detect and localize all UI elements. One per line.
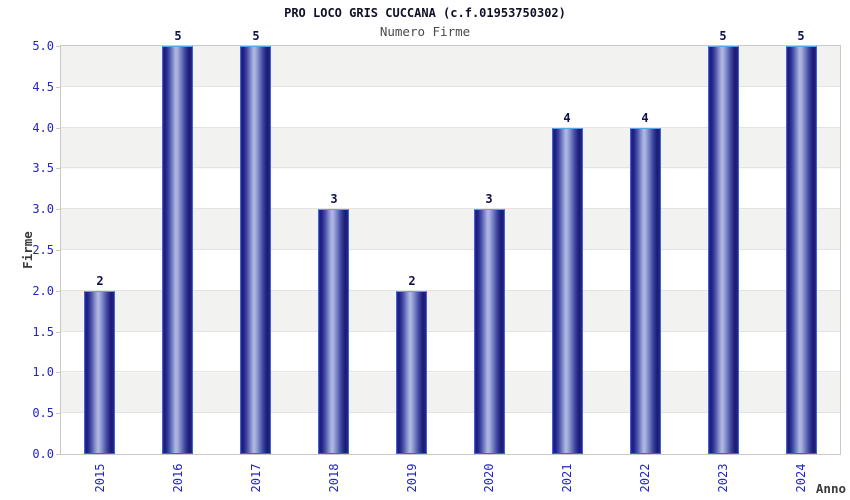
bar-value-2017: 5: [252, 29, 260, 43]
y-tick-mark: [56, 87, 60, 88]
bar-2023: [708, 46, 739, 454]
y-tick-mark: [56, 454, 60, 455]
gridline: [61, 86, 840, 87]
x-tick-label-2019: 2019: [405, 463, 419, 493]
bar-value-2015: 2: [96, 274, 104, 288]
x-tick-label-2020: 2020: [482, 463, 496, 493]
bar-2018: [318, 209, 349, 454]
x-tick-label-2015: 2015: [93, 463, 107, 493]
y-tick-label-2.5: 2.5: [32, 243, 54, 257]
y-tick-label-1.5: 1.5: [32, 325, 54, 339]
x-axis-title: Anno: [815, 481, 846, 496]
gridline: [61, 371, 840, 372]
x-tick-label-2018: 2018: [327, 463, 341, 493]
plot-area: 2 5 5 3 2 3 4 4 5 5: [60, 29, 841, 455]
y-tick-label-3.0: 3.0: [32, 202, 54, 216]
bar-2016: [162, 46, 193, 454]
y-tick-label-2.0: 2.0: [32, 284, 54, 298]
y-tick-mark: [56, 128, 60, 129]
bar-value-2019: 2: [408, 274, 416, 288]
y-tick-label-5.0: 5.0: [32, 39, 54, 53]
y-tick-label-0.0: 0.0: [32, 447, 54, 461]
y-tick-label-4.0: 4.0: [32, 121, 54, 135]
y-tick-label-3.5: 3.5: [32, 161, 54, 175]
gridline: [61, 249, 840, 250]
y-tick-mark: [56, 46, 60, 47]
y-tick-mark: [56, 332, 60, 333]
y-tick-mark: [56, 413, 60, 414]
bar-value-2018: 3: [330, 192, 338, 206]
bar-value-2021: 4: [563, 111, 571, 125]
bar-value-2023: 5: [719, 29, 727, 43]
x-tick-label-2022: 2022: [638, 463, 652, 493]
x-tick-label-2016: 2016: [171, 463, 185, 493]
bar-2017: [240, 46, 271, 454]
chart-title: PRO LOCO GRIS CUCCANA (c.f.01953750302): [284, 6, 566, 20]
y-tick-label-1.0: 1.0: [32, 365, 54, 379]
y-tick-mark: [56, 250, 60, 251]
y-tick-mark: [56, 168, 60, 169]
gridline: [61, 208, 840, 209]
x-tick-label-2021: 2021: [560, 463, 574, 493]
bar-value-2020: 3: [485, 192, 493, 206]
bar-2020: [474, 209, 505, 454]
x-tick-label-2017: 2017: [249, 463, 263, 493]
y-tick-mark: [56, 291, 60, 292]
gridline: [61, 412, 840, 413]
y-tick-mark: [56, 209, 60, 210]
bar-2015: [84, 291, 115, 454]
y-tick-mark: [56, 372, 60, 373]
gridline: [61, 331, 840, 332]
x-tick-label-2024: 2024: [794, 463, 808, 493]
bar-2019: [396, 291, 427, 454]
gridline: [61, 127, 840, 128]
y-tick-label-0.5: 0.5: [32, 406, 54, 420]
bar-2021: [552, 128, 583, 454]
bar-value-2016: 5: [174, 29, 182, 43]
y-tick-label-4.5: 4.5: [32, 80, 54, 94]
bar-value-2022: 4: [641, 111, 649, 125]
gridline: [61, 290, 840, 291]
x-tick-label-2023: 2023: [716, 463, 730, 493]
gridline: [61, 167, 840, 168]
chart-subtitle: Numero Firme: [379, 24, 471, 39]
bar-value-2024: 5: [797, 29, 805, 43]
bar-2022: [630, 128, 661, 454]
bar-2024: [786, 46, 817, 454]
